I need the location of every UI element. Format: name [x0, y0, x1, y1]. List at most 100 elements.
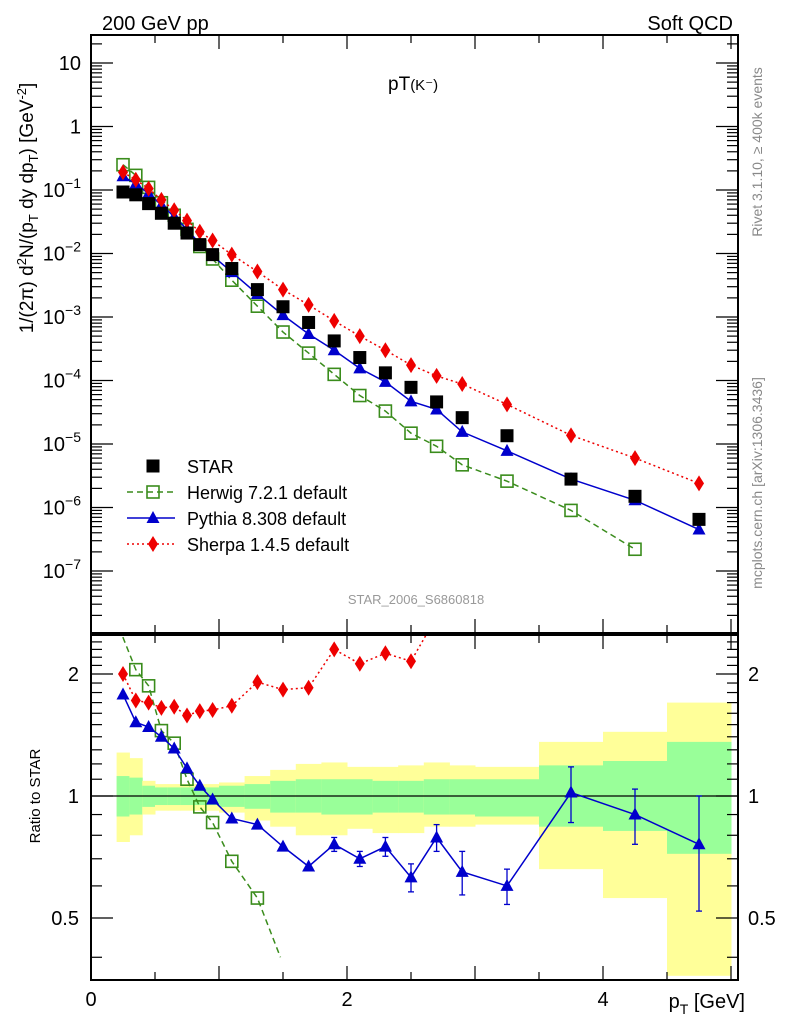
ratio-line: [122, 694, 700, 887]
header-left: 200 GeV pp: [102, 13, 209, 35]
legend-entry: Pythia 8.308 default: [127, 509, 346, 529]
ratio-point: [455, 864, 469, 877]
ratio-point: [564, 785, 578, 798]
data-point: [455, 424, 469, 437]
ratio-y-tick-label-right: 0.5: [748, 908, 776, 930]
mcplots-label: mcplots.cern.ch [arXiv:1306.3436]: [749, 377, 765, 589]
legend-marker: [146, 511, 160, 523]
ratio-point: [380, 645, 391, 662]
y-tick-label: 10−2: [43, 239, 81, 266]
data-point: [301, 346, 316, 360]
x-tick-label: 4: [597, 989, 608, 1011]
data-point: [142, 197, 156, 211]
analysis-id: STAR_2006_S6860818: [348, 592, 484, 607]
data-point: [694, 475, 704, 492]
data-point: [564, 503, 578, 518]
legend-entry: STAR: [146, 457, 234, 477]
data-point: [430, 395, 444, 409]
data-point: [406, 357, 416, 374]
legend-entry: Sherpa 1.4.5 default: [127, 535, 349, 555]
data-point: [628, 489, 642, 503]
data-point: [302, 315, 316, 329]
ratio-series-sherpa: [118, 635, 427, 724]
band-inner: [398, 780, 425, 813]
y-tick-label: 10−7: [43, 556, 81, 583]
ratio-point: [278, 681, 288, 698]
ratio-series: [116, 635, 706, 958]
ratio-point: [303, 679, 314, 696]
data-point: [276, 308, 290, 321]
ratio-y-tick-label: 2: [68, 664, 79, 686]
data-point: [130, 171, 141, 188]
legend-marker: [146, 485, 160, 499]
ratio-y-tick-label: 1: [68, 786, 79, 808]
ratio-point: [116, 687, 130, 700]
data-point: [429, 439, 444, 454]
ratio-series-herwig: [121, 635, 282, 958]
data-point: [276, 300, 290, 314]
data-point: [327, 343, 341, 356]
ratio-point: [252, 674, 263, 691]
data-point: [431, 367, 442, 384]
data-point: [352, 388, 367, 403]
axes: [90, 34, 739, 981]
ratio-point: [353, 851, 367, 864]
y-tick-label: 10−1: [43, 175, 81, 202]
legend-marker: [148, 536, 158, 552]
data-point: [302, 326, 316, 339]
data-point: [378, 366, 392, 380]
data-point: [502, 396, 512, 413]
ratio-point: [628, 807, 642, 820]
data-point: [404, 394, 418, 407]
data-point: [380, 342, 391, 359]
data-point: [353, 351, 367, 365]
ratio-point: [193, 800, 207, 814]
x-axis-label: pT [GeV]: [669, 991, 745, 1017]
data-point: [143, 180, 154, 197]
header-right: Soft QCD: [647, 13, 733, 35]
ratio-point: [225, 854, 239, 869]
data-point: [630, 450, 640, 467]
data-point: [193, 238, 207, 252]
legend-label: Herwig 7.2.1 default: [187, 483, 347, 503]
ratio-point: [180, 761, 194, 774]
ratio-point: [129, 662, 143, 677]
x-tick-label: 0: [85, 989, 96, 1011]
ratio-point: [129, 715, 143, 728]
y-tick-label: 10: [59, 53, 81, 75]
data-point: [500, 443, 514, 456]
data-point: [206, 248, 220, 262]
uncertainty-bands: [116, 702, 732, 976]
y-axis-label-main: 1/(2π) d2N/(pT dy dpT) [GeV-2]: [14, 83, 41, 334]
ratio-point: [207, 702, 218, 719]
series-star: [116, 185, 706, 526]
band-inner: [270, 780, 297, 813]
band-inner: [475, 779, 540, 817]
data-point: [378, 374, 392, 387]
svg-text:1/(2π) d2N/(pT dy dpT) [GeV-2]: 1/(2π) d2N/(pT dy dpT) [GeV-2]: [14, 83, 41, 334]
ratio-point: [205, 815, 220, 830]
ratio-point: [142, 719, 156, 732]
main-frame: [90, 34, 739, 634]
data-point: [226, 246, 237, 263]
data-point: [118, 164, 128, 181]
x-tick-label: 2: [341, 989, 352, 1011]
ratio-point: [193, 778, 207, 791]
band-inner: [321, 779, 348, 815]
data-point: [180, 226, 194, 240]
data-point: [327, 367, 342, 382]
ratio-series-pythia: [116, 687, 706, 912]
ratio-point: [169, 698, 180, 715]
data-point: [455, 411, 469, 425]
ratio-point: [206, 792, 220, 805]
data-point: [378, 404, 393, 418]
legend-entry: Herwig 7.2.1 default: [127, 483, 347, 503]
ratio-point: [182, 707, 192, 724]
data-point: [692, 512, 706, 526]
ratio-point: [226, 697, 237, 714]
data-point: [167, 216, 181, 230]
ratio-point: [692, 837, 706, 850]
ratio-point: [250, 891, 265, 905]
ratio-point: [225, 811, 239, 824]
data-point: [182, 212, 192, 229]
